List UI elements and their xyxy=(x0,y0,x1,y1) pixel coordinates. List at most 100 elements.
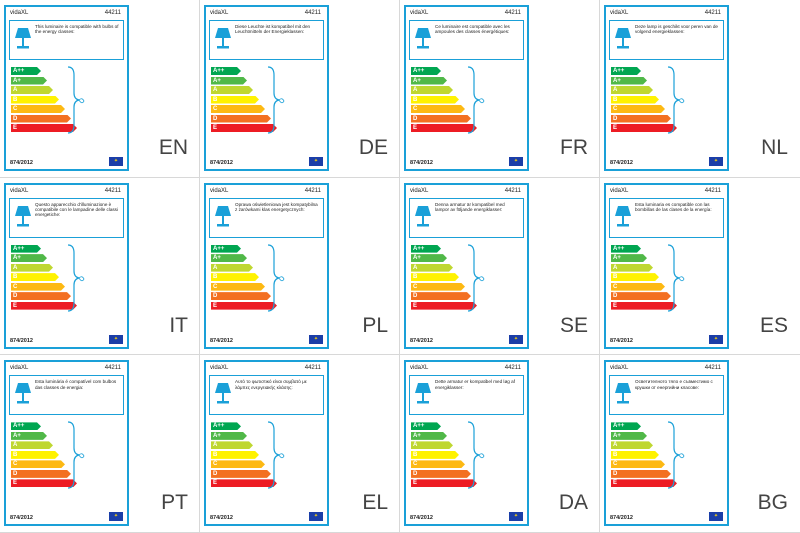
energy-bar: A+ xyxy=(11,77,47,85)
language-code: EN xyxy=(158,136,188,159)
compatibility-text: Deze lamp is geschikt voor peren van de … xyxy=(635,24,718,35)
energy-scale: A++ A+ A B C D E xyxy=(211,422,277,489)
regulation-number: 874/2012 xyxy=(10,515,33,522)
eu-flag-icon: ✦ xyxy=(309,334,323,344)
compatibility-text: Esta luminaria es compatible con las bom… xyxy=(635,201,712,213)
language-code: DA xyxy=(558,491,588,515)
language-code: NL xyxy=(761,136,788,159)
energy-label: vidaXL 44211 Diese Leuchte ist kompatibe… xyxy=(204,5,329,171)
energy-bar: E xyxy=(611,302,677,310)
language-code: PT xyxy=(161,491,188,515)
lamp-icon xyxy=(615,28,631,49)
regulation-number: 874/2012 xyxy=(610,160,633,166)
energy-bar: D xyxy=(11,470,71,478)
info-box: Denna armatur är kompatibel med lampor a… xyxy=(409,197,524,238)
energy-bar: C xyxy=(611,283,665,291)
product-code: 44211 xyxy=(504,365,521,372)
brand-name: vidaXL xyxy=(410,187,429,194)
energy-bar: E xyxy=(411,479,477,487)
brand-name: vidaXL xyxy=(10,187,29,194)
product-code: 44211 xyxy=(704,10,721,16)
product-code: 44211 xyxy=(504,187,521,194)
info-box: Oprawa oświetleniowa jest kompatybilna z… xyxy=(209,197,324,238)
energy-bar: A xyxy=(611,264,653,272)
lamp-icon xyxy=(15,383,31,404)
energy-bar: A++ xyxy=(211,422,241,430)
compatibility-text: Denna armatur är kompatibel med lampor a… xyxy=(435,201,505,213)
energy-bar: A++ xyxy=(411,422,441,430)
energy-scale: A++ A+ A B C D E xyxy=(11,245,77,312)
energy-bar: A xyxy=(11,441,53,449)
brand-name: vidaXL xyxy=(410,10,429,16)
regulation-number: 874/2012 xyxy=(610,515,633,522)
energy-bar: A xyxy=(211,441,253,449)
energy-bar: A++ xyxy=(611,245,641,253)
energy-bar: A+ xyxy=(611,432,647,440)
label-cell-fr: vidaXL 44211 Ce luminaire est compatible… xyxy=(400,0,600,178)
label-cell-pl: vidaXL 44211 Oprawa oświetleniowa jest k… xyxy=(200,177,400,356)
brace-icon xyxy=(67,421,85,489)
energy-bar: A xyxy=(411,264,453,272)
eu-flag-icon: ✦ xyxy=(709,512,723,522)
energy-bar: C xyxy=(411,105,465,113)
eu-flag-icon: ✦ xyxy=(109,157,123,166)
energy-bar: B xyxy=(11,96,59,104)
lamp-icon xyxy=(415,205,431,227)
energy-bar: D xyxy=(411,115,471,123)
compatibility-text: Αυτό το φωτιστικό είναι συμβατό με λάμπε… xyxy=(235,379,307,390)
brand-name: vidaXL xyxy=(210,187,229,194)
energy-bar: C xyxy=(11,283,65,291)
eu-flag-icon: ✦ xyxy=(509,512,523,522)
product-code: 44211 xyxy=(104,10,121,16)
brace-icon xyxy=(267,244,285,312)
energy-scale: A++ A+ A B C D E xyxy=(211,67,277,134)
energy-scale: A++ A+ A B C D E xyxy=(611,422,677,489)
energy-label: vidaXL 44211 Осветителното тяло е съвмес… xyxy=(604,360,729,527)
lamp-icon xyxy=(215,28,231,49)
energy-bar: B xyxy=(211,451,259,459)
label-cell-bg: vidaXL 44211 Осветителното тяло е съвмес… xyxy=(600,355,800,533)
eu-flag-icon: ✦ xyxy=(309,157,323,166)
energy-bar: A++ xyxy=(611,422,641,430)
energy-bar: A+ xyxy=(611,77,647,85)
label-cell-nl: vidaXL 44211 Deze lamp is geschikt voor … xyxy=(600,0,800,178)
label-cell-it: vidaXL 44211 Questo apparecchio d'illumi… xyxy=(0,177,200,356)
energy-bar: A+ xyxy=(11,254,47,262)
energy-bar: A+ xyxy=(611,254,647,262)
energy-bar: E xyxy=(11,479,77,487)
label-cell-es: vidaXL 44211 Esta luminaria es compatibl… xyxy=(600,178,800,356)
lamp-icon xyxy=(15,205,31,227)
language-code: EL xyxy=(362,491,388,515)
energy-label: vidaXL 44211 Ce luminaire est compatible… xyxy=(404,5,529,171)
energy-bar: E xyxy=(411,124,477,132)
brace-icon xyxy=(667,66,685,134)
compatibility-text: Diese Leuchte ist kompatibel mit den Leu… xyxy=(235,24,311,35)
energy-bar: A++ xyxy=(411,67,441,75)
brand-name: vidaXL xyxy=(610,10,629,16)
regulation-number: 874/2012 xyxy=(410,160,433,166)
eu-flag-icon: ✦ xyxy=(709,334,723,344)
info-box: Esta luminária é compatível com bulbos d… xyxy=(9,375,124,416)
energy-bar: D xyxy=(211,470,271,478)
energy-scale: A++ A+ A B C D E xyxy=(211,245,277,312)
lamp-icon xyxy=(15,28,31,49)
eu-flag-icon: ✦ xyxy=(309,512,323,522)
brand-name: vidaXL xyxy=(610,187,629,194)
eu-flag-icon: ✦ xyxy=(109,512,123,522)
info-box: Questo apparecchio d'illuminazione è com… xyxy=(9,197,124,238)
label-cell-pt: vidaXL 44211 Esta luminária é compatível… xyxy=(0,355,200,533)
brace-icon xyxy=(467,66,485,134)
language-code: FR xyxy=(560,136,588,159)
language-code: PL xyxy=(362,313,388,337)
label-cell-de: vidaXL 44211 Diese Leuchte ist kompatibe… xyxy=(200,0,400,178)
regulation-number: 874/2012 xyxy=(610,337,633,344)
language-code: DE xyxy=(358,136,388,159)
energy-bar: D xyxy=(611,470,671,478)
language-code: SE xyxy=(559,313,588,337)
language-code: BG xyxy=(757,491,788,515)
energy-bar: E xyxy=(211,124,277,132)
brace-icon xyxy=(667,421,685,489)
energy-bar: C xyxy=(211,460,265,468)
regulation-number: 874/2012 xyxy=(410,337,433,344)
